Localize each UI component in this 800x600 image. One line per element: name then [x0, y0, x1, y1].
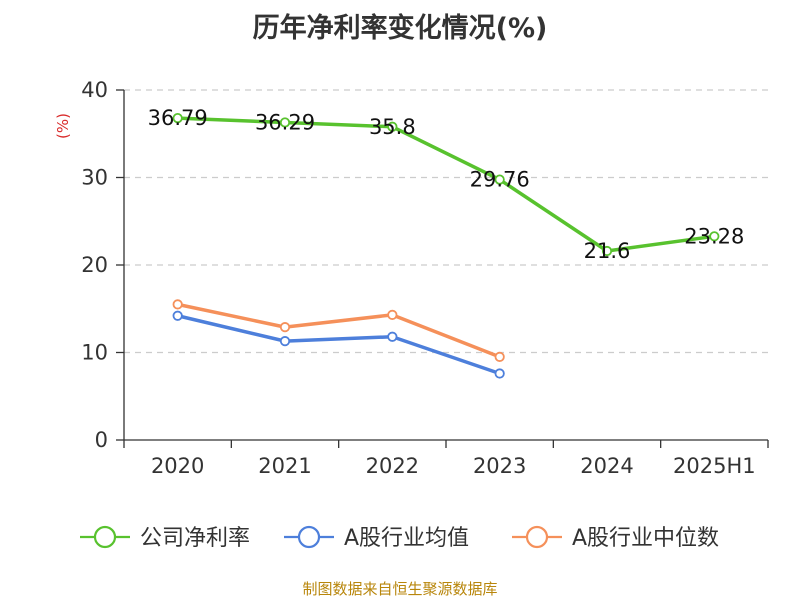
- legend-label: 公司净利率: [140, 526, 250, 551]
- y-tick-label: 30: [81, 166, 108, 190]
- legend: 公司净利率 A股行业均值 A股行业中位数: [80, 525, 719, 551]
- data-label: 35.8: [369, 115, 416, 139]
- x-tick-label: 2023: [473, 454, 526, 478]
- data-point: [279, 322, 291, 333]
- data-point: [387, 309, 398, 320]
- x-tick-label: 2025H1: [673, 454, 756, 478]
- data-point: [494, 351, 505, 362]
- data-point: [601, 245, 613, 257]
- grid-lines: [124, 89, 768, 354]
- data-labels: 36.79 36.29 35.8 29.76 21.6 23.28: [148, 106, 745, 263]
- axes: 0 10 20 30 40 (%) 2020 2021 2022 2023 2024 2025H1: [54, 78, 769, 478]
- data-point: [279, 336, 291, 347]
- x-tick-label: 2020: [151, 454, 204, 478]
- legend-item: 公司净利率: [80, 525, 250, 551]
- x-tick-label: 2024: [580, 454, 633, 478]
- data-label: 36.29: [255, 110, 315, 134]
- data-point: [279, 117, 291, 128]
- y-tick-label: 10: [81, 341, 108, 365]
- legend-label: A股行业均值: [344, 526, 469, 551]
- legend-label: A股行业中位数: [572, 526, 719, 551]
- y-tick-label: 0: [95, 428, 108, 452]
- series-line: [177, 116, 715, 253]
- source-note: 制图数据来自恒生聚源数据库: [302, 580, 498, 598]
- legend-swatch-marker: [297, 525, 321, 549]
- data-point: [387, 121, 398, 132]
- legend-swatch-marker: [93, 525, 117, 549]
- y-tick-label: 40: [81, 78, 108, 102]
- data-point: [172, 112, 183, 124]
- legend-swatch-marker: [525, 525, 549, 549]
- data-point: [172, 310, 183, 321]
- data-point: [172, 299, 183, 310]
- y-tick-label: 20: [81, 253, 108, 277]
- series-lines: [172, 112, 720, 379]
- data-point: [494, 174, 505, 185]
- x-tick-label: 2021: [258, 454, 311, 478]
- legend-item: A股行业均值: [284, 525, 469, 551]
- chart-title: 历年净利率变化情况(%): [252, 13, 548, 44]
- data-label: 21.6: [584, 239, 631, 263]
- series-line: [177, 302, 501, 359]
- data-label: 36.79: [148, 106, 208, 130]
- data-label: 23.28: [684, 224, 744, 248]
- data-label: 29.76: [470, 168, 530, 192]
- data-point: [387, 331, 398, 342]
- series-line: [177, 314, 501, 376]
- y-axis-unit-label: (%): [54, 113, 72, 139]
- data-point: [494, 368, 505, 379]
- data-point: [709, 231, 720, 242]
- legend-item: A股行业中位数: [512, 525, 719, 551]
- x-tick-label: 2022: [366, 454, 419, 478]
